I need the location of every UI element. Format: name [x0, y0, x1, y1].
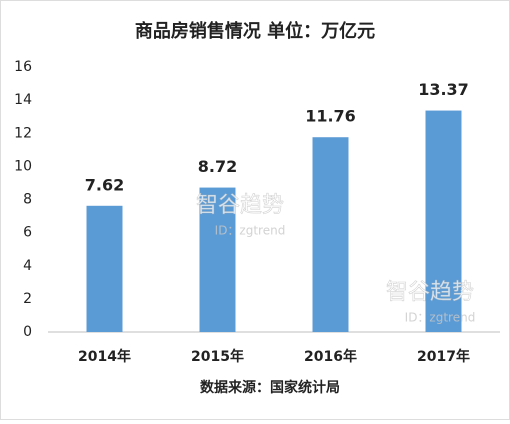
y-tick-label: 12	[14, 125, 32, 141]
value-label: 11.76	[305, 107, 356, 126]
x-tick-label: 2016年	[304, 348, 357, 365]
y-tick-label: 0	[23, 324, 32, 340]
source: 数据来源：国家统计局	[200, 379, 340, 396]
bar	[86, 205, 123, 332]
value-label: 8.72	[198, 157, 237, 176]
y-tick-label: 14	[14, 92, 32, 108]
watermark: 智谷趋势	[196, 193, 284, 218]
value-label: 13.37	[418, 80, 469, 99]
watermark: 智谷趋势	[386, 280, 474, 305]
bar	[425, 110, 462, 332]
x-tick-label: 2014年	[78, 348, 131, 365]
y-tick-label: 8	[23, 192, 32, 208]
y-tick-label: 2	[23, 291, 32, 307]
bar	[312, 137, 349, 332]
bar	[199, 187, 236, 332]
x-tick-label: 2017年	[417, 348, 470, 365]
x-tick-label: 2015年	[191, 348, 244, 365]
y-tick-label: 10	[14, 158, 32, 174]
chart-title: 商品房销售情况 单位：万亿元	[135, 20, 375, 42]
value-label: 7.62	[85, 175, 124, 194]
watermark: ID：zgtrend	[215, 224, 286, 238]
y-tick-label: 4	[23, 258, 32, 274]
watermark: ID：zgtrend	[405, 311, 476, 325]
y-tick-label: 16	[14, 59, 32, 75]
y-tick-label: 6	[23, 225, 32, 241]
